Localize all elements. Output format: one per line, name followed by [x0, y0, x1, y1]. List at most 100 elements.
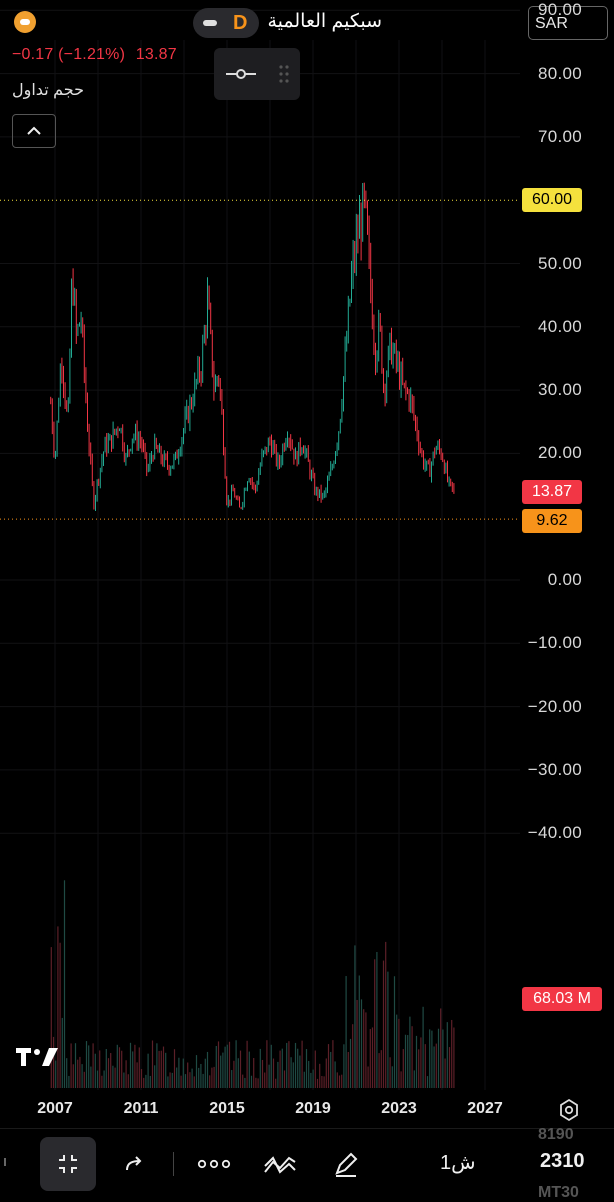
volume-bar — [224, 1046, 226, 1088]
volume-bar — [151, 1040, 154, 1088]
volume-bar — [396, 1014, 398, 1088]
volume-bar — [107, 1058, 110, 1088]
volume-bar — [233, 1060, 235, 1088]
high-low-lines — [0, 199, 520, 520]
volume-bar — [253, 1057, 255, 1088]
volume-bar — [385, 941, 387, 1088]
volume-bar — [422, 1006, 424, 1088]
volume-bar — [198, 1067, 200, 1088]
price-chart[interactable] — [0, 0, 614, 1128]
volume-bar — [94, 1053, 96, 1088]
volume-bar — [426, 1076, 429, 1088]
volume-bar — [319, 1063, 321, 1088]
drawing-tools-button[interactable] — [318, 1137, 374, 1191]
volume-bar — [272, 1058, 275, 1088]
counter-value[interactable]: 2310 — [540, 1150, 585, 1172]
volume-bar — [389, 1057, 391, 1088]
volume-bar — [281, 1048, 283, 1088]
volume-bar — [101, 1075, 103, 1088]
price-axis-label: −20.00 — [527, 696, 582, 716]
volume-bar — [277, 1061, 279, 1088]
volume-bar — [156, 1043, 158, 1088]
volume-bar — [246, 1040, 248, 1088]
left-edge-icon — [4, 1158, 10, 1166]
volume-bar — [266, 1040, 268, 1088]
volume-bar — [312, 1069, 314, 1088]
year-label: 2023 — [381, 1100, 417, 1117]
volume-bar — [202, 1073, 204, 1088]
slider-icon[interactable] — [214, 48, 300, 100]
volume-bar — [303, 1071, 305, 1088]
volume-bar — [195, 1055, 198, 1088]
volume-bar — [341, 1074, 343, 1088]
volume-bar — [99, 1050, 101, 1088]
volume-bar — [228, 1041, 231, 1088]
volume-bar — [83, 1071, 85, 1088]
more-button[interactable] — [186, 1137, 242, 1191]
volume-bar — [431, 1030, 433, 1088]
volume-bar — [323, 1076, 325, 1088]
volume-bar — [290, 1057, 292, 1088]
floating-toolbar[interactable] — [214, 48, 300, 100]
volume-bar — [321, 1076, 323, 1088]
volume-bar — [444, 1058, 446, 1088]
minus-icon[interactable] — [203, 20, 217, 26]
collapse-button[interactable] — [12, 114, 56, 148]
volume-bar — [259, 1048, 261, 1088]
volume-bar — [68, 1075, 70, 1088]
volume-badge: 68.03 M — [522, 987, 602, 1011]
interval-selector[interactable]: D — [193, 8, 259, 38]
volume-bar — [391, 1066, 393, 1088]
volume-bar — [70, 1043, 72, 1088]
chevron-up-icon — [27, 126, 41, 135]
volume-bar — [96, 1070, 99, 1088]
chart-grid — [0, 9, 520, 1090]
volume-bar — [316, 1078, 319, 1088]
volume-bar — [77, 1059, 79, 1088]
volume-bar — [103, 1070, 105, 1088]
volume-bar — [143, 1077, 145, 1088]
toolbar-separator — [173, 1152, 174, 1176]
volume-bar — [92, 1043, 94, 1088]
symbol-title[interactable]: سبكيم العالمية — [267, 11, 382, 32]
volume-bar — [374, 959, 376, 1088]
price-axis-label: 20.00 — [537, 443, 582, 463]
price-change-line: −0.17 (−1.21%) 13.87 — [12, 46, 177, 64]
volume-bar — [211, 1067, 213, 1088]
settings-icon[interactable] — [558, 1098, 580, 1122]
toolbar-divider — [0, 1128, 614, 1129]
volume-bar — [129, 1042, 132, 1088]
volume-bar — [451, 1019, 453, 1088]
volume-bar — [398, 1018, 400, 1088]
volume-bar — [160, 1050, 162, 1088]
volume-bar — [360, 999, 363, 1088]
currency-button[interactable]: SAR — [528, 6, 608, 40]
price-change: −0.17 (−1.21%) — [12, 46, 126, 63]
volume-bar — [74, 1043, 77, 1088]
volume-bar — [257, 1078, 259, 1088]
volume-bar — [356, 999, 358, 1088]
volume-bar — [81, 1064, 83, 1088]
volume-bar — [200, 1063, 202, 1088]
volume-bar — [125, 1060, 127, 1088]
price-axis-label: −40.00 — [527, 823, 582, 843]
redo-button[interactable] — [106, 1137, 162, 1191]
volume-bar — [145, 1074, 147, 1088]
indicators-button[interactable] — [252, 1137, 308, 1191]
volume-bar — [52, 1036, 55, 1088]
volume-bar — [167, 1076, 169, 1088]
year-label: 2007 — [37, 1100, 73, 1117]
interval-label[interactable]: D — [233, 12, 248, 34]
indicator-label[interactable]: حجم تداول — [12, 82, 84, 99]
volume-bar — [314, 1050, 316, 1088]
volume-bar — [255, 1077, 257, 1088]
volume-bar — [206, 1051, 209, 1088]
fullscreen-button[interactable] — [40, 1137, 96, 1191]
volume-bar — [136, 1062, 138, 1088]
volume-bar — [402, 1049, 404, 1088]
timeframe-button[interactable]: 1ش — [440, 1152, 476, 1174]
volume-bar — [244, 1077, 246, 1088]
volume-bar — [393, 976, 396, 1088]
volume-bar — [182, 1058, 184, 1088]
volume-bar — [407, 1035, 409, 1088]
